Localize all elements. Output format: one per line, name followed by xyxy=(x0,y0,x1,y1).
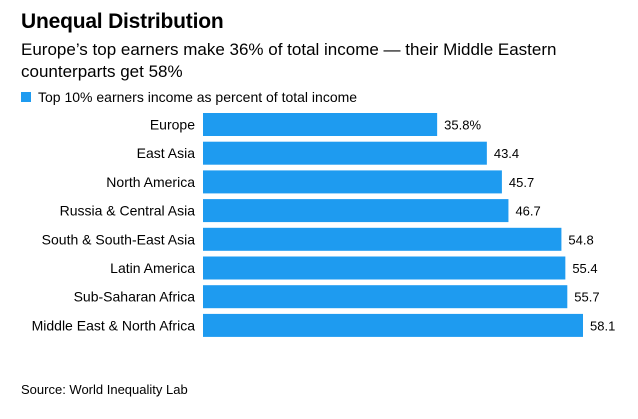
category-label: Europe xyxy=(150,117,195,133)
category-label: Sub-Saharan Africa xyxy=(74,289,196,305)
legend-swatch xyxy=(21,92,31,102)
chart-subtitle: Europe’s top earners make 36% of total i… xyxy=(21,40,557,81)
source-note: Source: World Inequality Lab xyxy=(21,382,188,397)
value-label: 46.7 xyxy=(515,204,540,219)
bar xyxy=(203,256,566,280)
value-label: 54.8 xyxy=(568,232,593,247)
value-label: 55.7 xyxy=(574,290,599,305)
category-label: North America xyxy=(106,174,195,190)
category-label: East Asia xyxy=(137,145,196,161)
value-label: 43.4 xyxy=(494,146,519,161)
bar xyxy=(203,285,568,309)
bar xyxy=(203,141,487,165)
bar xyxy=(203,113,438,136)
value-label: 45.7 xyxy=(509,175,534,190)
bar xyxy=(203,313,583,337)
legend-label: Top 10% earners income as percent of tot… xyxy=(38,89,358,105)
chart-title: Unequal Distribution xyxy=(21,10,224,33)
value-label: 55.4 xyxy=(572,261,597,276)
bar xyxy=(203,170,502,194)
value-label: 58.1 xyxy=(590,318,615,333)
category-label: Latin America xyxy=(110,260,195,276)
category-label: South & South-East Asia xyxy=(42,231,196,247)
category-label: Russia & Central Asia xyxy=(60,203,196,219)
value-label: 35.8% xyxy=(444,118,481,133)
category-label: Middle East & North Africa xyxy=(32,317,196,333)
bar xyxy=(203,199,509,223)
bar xyxy=(203,227,562,251)
chart-legend: Top 10% earners income as percent of tot… xyxy=(21,89,357,105)
